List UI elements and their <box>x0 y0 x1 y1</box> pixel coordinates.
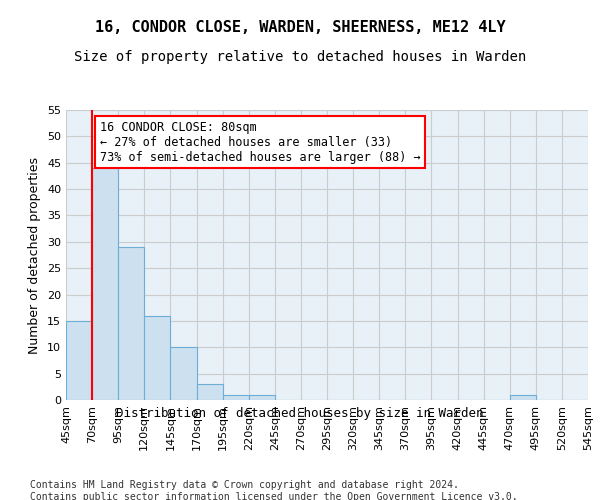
Bar <box>118 247 145 400</box>
Y-axis label: Number of detached properties: Number of detached properties <box>28 156 41 354</box>
Text: Distribution of detached houses by size in Warden: Distribution of detached houses by size … <box>116 408 484 420</box>
Bar <box>170 348 197 400</box>
Bar <box>92 168 118 400</box>
Text: 16 CONDOR CLOSE: 80sqm
← 27% of detached houses are smaller (33)
73% of semi-det: 16 CONDOR CLOSE: 80sqm ← 27% of detached… <box>100 120 421 164</box>
Text: Contains HM Land Registry data © Crown copyright and database right 2024.
Contai: Contains HM Land Registry data © Crown c… <box>30 480 518 500</box>
Text: Size of property relative to detached houses in Warden: Size of property relative to detached ho… <box>74 50 526 64</box>
Bar <box>145 316 170 400</box>
Bar <box>197 384 223 400</box>
Bar <box>510 394 536 400</box>
Text: 16, CONDOR CLOSE, WARDEN, SHEERNESS, ME12 4LY: 16, CONDOR CLOSE, WARDEN, SHEERNESS, ME1… <box>95 20 505 35</box>
Bar <box>66 321 92 400</box>
Bar <box>249 394 275 400</box>
Bar <box>223 394 249 400</box>
